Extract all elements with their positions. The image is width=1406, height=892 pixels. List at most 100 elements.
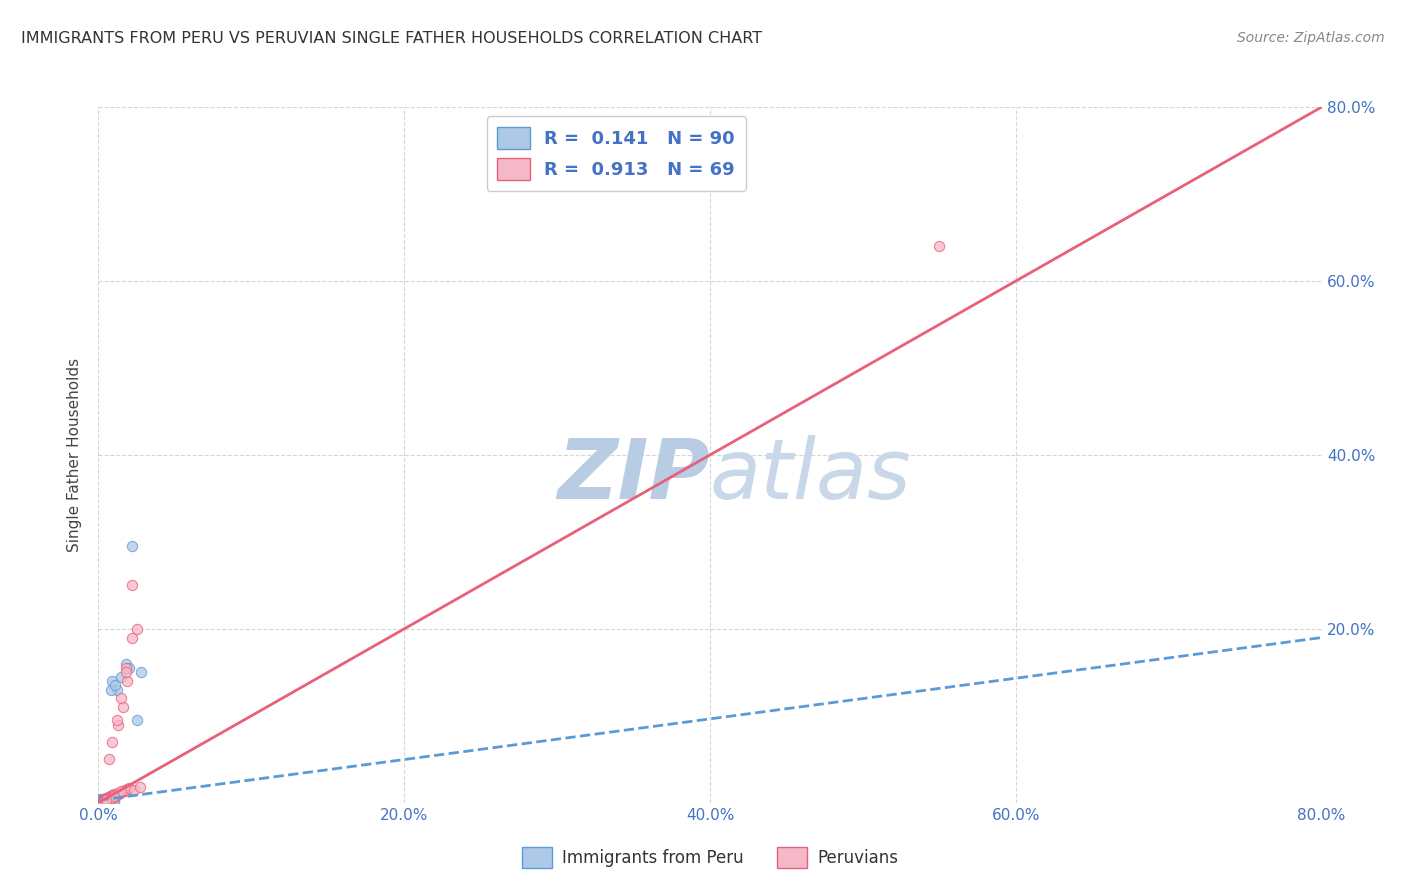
Point bbox=[110, 670, 132, 684]
Point bbox=[90, 793, 112, 807]
Point bbox=[94, 795, 117, 809]
Point bbox=[100, 789, 122, 803]
Point bbox=[94, 793, 117, 807]
Point bbox=[93, 793, 115, 807]
Point bbox=[110, 784, 132, 798]
Point bbox=[107, 787, 129, 801]
Point bbox=[100, 794, 122, 808]
Point bbox=[90, 794, 112, 808]
Point bbox=[103, 787, 125, 801]
Point bbox=[105, 788, 128, 802]
Point bbox=[117, 674, 139, 689]
Point bbox=[91, 794, 114, 808]
Point bbox=[101, 674, 124, 689]
Point bbox=[98, 793, 121, 807]
Y-axis label: Single Father Households: Single Father Households bbox=[66, 358, 82, 552]
Point bbox=[100, 682, 122, 697]
Point bbox=[93, 795, 115, 809]
Point bbox=[98, 789, 121, 804]
Point bbox=[97, 792, 120, 806]
Point bbox=[97, 795, 120, 809]
Point bbox=[91, 795, 114, 809]
Legend: Immigrants from Peru, Peruvians: Immigrants from Peru, Peruvians bbox=[516, 841, 904, 874]
Point bbox=[93, 795, 115, 809]
Point bbox=[94, 792, 117, 806]
Point bbox=[90, 794, 112, 808]
Point bbox=[93, 793, 115, 807]
Point bbox=[91, 793, 114, 807]
Point bbox=[93, 794, 115, 808]
Point bbox=[91, 793, 114, 807]
Point bbox=[115, 661, 138, 675]
Point bbox=[90, 794, 112, 808]
Point bbox=[104, 788, 127, 802]
Point bbox=[94, 795, 117, 809]
Point bbox=[104, 789, 127, 803]
Point bbox=[89, 793, 111, 807]
Point bbox=[101, 788, 124, 802]
Point bbox=[91, 795, 114, 809]
Point bbox=[96, 795, 118, 809]
Point bbox=[91, 795, 114, 809]
Point bbox=[94, 794, 117, 808]
Point bbox=[90, 795, 112, 809]
Point bbox=[105, 682, 128, 697]
Point bbox=[90, 795, 112, 809]
Point bbox=[97, 790, 120, 805]
Point bbox=[90, 794, 112, 808]
Point bbox=[101, 789, 124, 804]
Point bbox=[93, 795, 115, 809]
Point bbox=[110, 785, 132, 799]
Point bbox=[97, 792, 120, 806]
Point bbox=[89, 794, 111, 808]
Point bbox=[96, 795, 118, 809]
Point bbox=[115, 782, 138, 797]
Point bbox=[125, 713, 148, 727]
Point bbox=[91, 793, 114, 807]
Text: atlas: atlas bbox=[710, 435, 911, 516]
Point bbox=[89, 795, 111, 809]
Point bbox=[125, 622, 148, 636]
Point bbox=[928, 239, 950, 253]
Point bbox=[94, 794, 117, 808]
Point bbox=[100, 790, 122, 805]
Point bbox=[103, 789, 125, 804]
Point bbox=[115, 657, 138, 671]
Point bbox=[91, 794, 114, 808]
Point bbox=[91, 795, 114, 809]
Point bbox=[94, 792, 117, 806]
Point bbox=[89, 795, 111, 809]
Point bbox=[105, 713, 128, 727]
Point bbox=[97, 790, 120, 805]
Point bbox=[97, 793, 120, 807]
Point bbox=[91, 795, 114, 809]
Point bbox=[93, 792, 115, 806]
Point bbox=[98, 752, 121, 766]
Point bbox=[98, 791, 121, 805]
Point bbox=[101, 795, 124, 809]
Point bbox=[91, 794, 114, 808]
Point bbox=[90, 795, 112, 809]
Point bbox=[90, 795, 112, 809]
Point bbox=[93, 794, 115, 808]
Point bbox=[111, 700, 134, 714]
Point bbox=[103, 794, 125, 808]
Point bbox=[90, 795, 112, 809]
Point bbox=[122, 782, 145, 797]
Point bbox=[110, 691, 132, 706]
Point bbox=[91, 795, 114, 809]
Point bbox=[93, 792, 115, 806]
Point bbox=[100, 794, 122, 808]
Point bbox=[100, 790, 122, 805]
Point bbox=[94, 795, 117, 809]
Point bbox=[101, 789, 124, 804]
Point bbox=[98, 789, 121, 804]
Point bbox=[104, 678, 127, 692]
Point bbox=[128, 780, 150, 794]
Point bbox=[100, 789, 122, 803]
Point bbox=[108, 786, 131, 800]
Point bbox=[90, 795, 112, 809]
Point bbox=[93, 794, 115, 808]
Point bbox=[97, 794, 120, 808]
Point bbox=[121, 631, 143, 645]
